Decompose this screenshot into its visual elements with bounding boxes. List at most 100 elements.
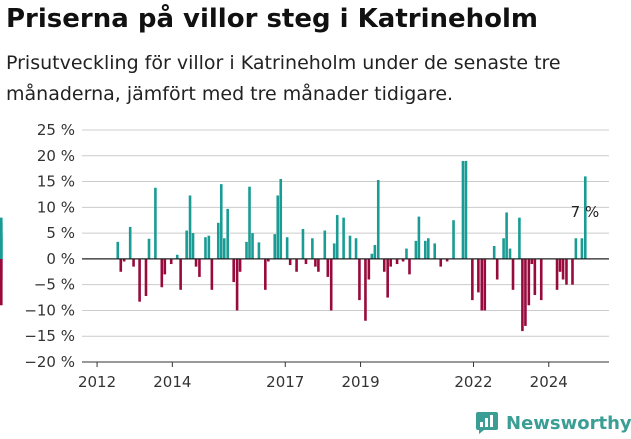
bar xyxy=(427,238,430,259)
chart-subtitle: Prisutveckling för villor i Katrineholm … xyxy=(6,52,561,105)
bar xyxy=(370,253,374,259)
bar xyxy=(204,237,207,259)
bar xyxy=(558,258,562,272)
bar xyxy=(382,258,386,272)
bar xyxy=(301,228,305,259)
x-tick-label: 2012 xyxy=(78,373,116,391)
bar xyxy=(251,233,254,259)
bar xyxy=(210,258,214,290)
bar xyxy=(116,241,120,259)
bar xyxy=(194,258,198,267)
bar xyxy=(527,258,531,306)
bar xyxy=(530,258,534,265)
x-tick-label: 2014 xyxy=(153,373,191,391)
y-tick-label: −15 % xyxy=(24,327,75,345)
bar xyxy=(452,220,455,259)
bar xyxy=(364,258,367,321)
bar xyxy=(226,208,229,259)
bar xyxy=(0,222,3,259)
bar xyxy=(524,258,527,326)
newsworthy-logo-icon xyxy=(476,412,498,434)
bar xyxy=(367,258,371,280)
chart-title: Priserna på villor steg i Katrineholm xyxy=(6,4,538,34)
bar xyxy=(185,230,188,259)
bar xyxy=(433,243,437,259)
bar xyxy=(483,258,487,311)
latest-value-label: 7 % xyxy=(571,203,600,221)
bar xyxy=(144,258,148,297)
bar xyxy=(335,215,339,259)
bar xyxy=(495,258,499,280)
bar xyxy=(571,258,574,285)
bar xyxy=(311,238,314,259)
bar xyxy=(188,195,192,259)
y-tick-label: 25 % xyxy=(37,121,75,139)
x-tick-label: 2019 xyxy=(341,373,379,391)
bar xyxy=(405,248,408,259)
bar xyxy=(583,176,587,259)
bar xyxy=(492,246,496,259)
bar xyxy=(179,258,182,290)
bar xyxy=(574,238,578,259)
x-tick-label: 2017 xyxy=(266,373,304,391)
x-tick-label: 2024 xyxy=(530,373,568,391)
bar xyxy=(232,258,236,283)
bar xyxy=(414,240,418,259)
bar xyxy=(424,240,427,259)
y-tick-label: 0 % xyxy=(46,250,75,268)
bar xyxy=(0,258,3,306)
bar xyxy=(408,258,411,275)
bar xyxy=(445,258,449,262)
bar xyxy=(561,258,565,280)
bar xyxy=(267,258,270,262)
bar xyxy=(276,195,280,259)
bar xyxy=(317,258,320,272)
bar xyxy=(314,258,317,267)
bar xyxy=(248,186,251,259)
bar xyxy=(471,258,474,301)
bar xyxy=(163,258,167,275)
bar xyxy=(480,258,484,311)
bar xyxy=(264,258,267,290)
bar xyxy=(219,184,223,259)
bar xyxy=(417,216,421,259)
x-tick-label: 2022 xyxy=(454,373,492,391)
bar xyxy=(395,258,399,265)
bar xyxy=(401,258,405,262)
bar xyxy=(304,258,308,265)
bar xyxy=(580,238,584,259)
bar xyxy=(329,258,333,311)
bar xyxy=(0,258,3,280)
bar xyxy=(521,258,524,332)
bar xyxy=(477,258,480,293)
bar xyxy=(279,178,283,259)
y-tick-label: 20 % xyxy=(37,147,75,165)
bar xyxy=(285,237,289,259)
bar xyxy=(464,160,468,259)
bar xyxy=(191,233,195,259)
bar xyxy=(533,258,537,295)
bar xyxy=(132,258,135,267)
bar xyxy=(332,243,336,259)
bar xyxy=(508,248,512,259)
bar xyxy=(295,258,298,272)
bar xyxy=(511,258,515,290)
bar xyxy=(273,234,277,259)
bar xyxy=(565,258,568,285)
bar xyxy=(354,238,358,259)
bar xyxy=(169,258,173,265)
y-tick-label: 10 % xyxy=(37,198,75,216)
bar xyxy=(119,258,123,272)
brand-name: Newsworthy xyxy=(506,412,631,434)
y-tick-label: −10 % xyxy=(24,301,75,319)
bar xyxy=(207,235,211,259)
y-tick-label: −20 % xyxy=(24,353,75,371)
bar xyxy=(342,217,345,259)
bar xyxy=(154,187,157,259)
bar xyxy=(138,258,141,302)
bar xyxy=(257,242,261,259)
bar xyxy=(373,244,377,259)
bar xyxy=(439,258,443,267)
bar xyxy=(216,222,220,259)
